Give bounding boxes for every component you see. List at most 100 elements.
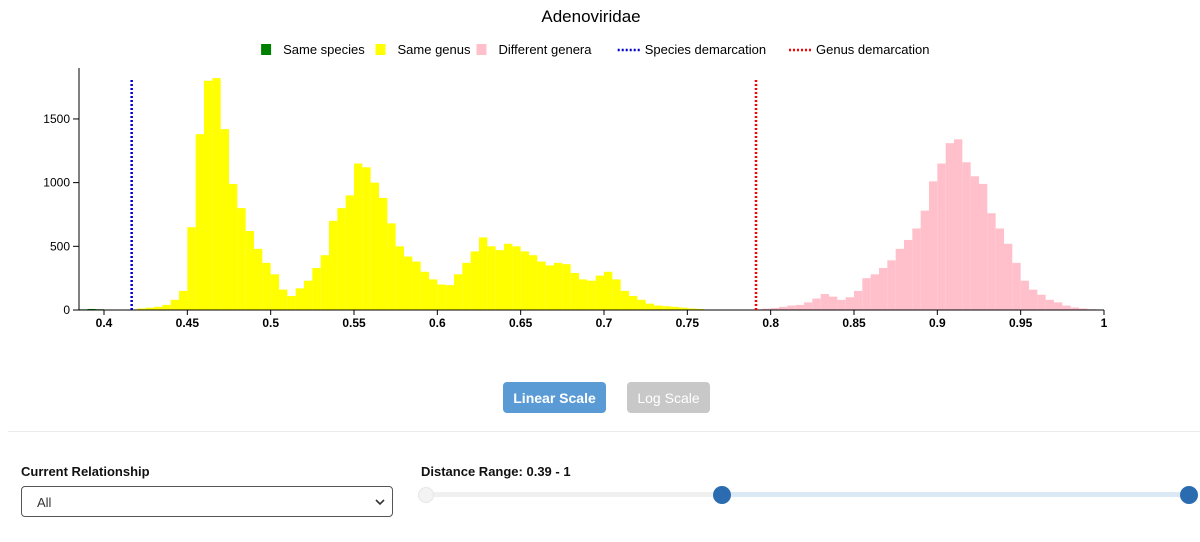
same-genus-bar [387, 223, 396, 310]
different-genera-bar [812, 298, 821, 310]
different-genera-bar [845, 297, 854, 310]
same-genus-bar [254, 248, 263, 310]
same-genus-bar [562, 264, 571, 310]
x-tick-label: 0.65 [509, 316, 533, 330]
same-genus-bar [695, 308, 704, 310]
legend-genus-demarcation-label: Genus demarcation [816, 42, 929, 57]
same-genus-bar [395, 246, 404, 310]
different-genera-bar [962, 162, 971, 310]
same-genus-bar [520, 251, 529, 310]
chart-bars [79, 78, 1104, 311]
different-genera-bar [870, 274, 879, 310]
different-genera-bar [995, 228, 1004, 310]
y-tick-label: 500 [50, 239, 70, 253]
different-genera-bar [887, 260, 896, 310]
different-genera-bar [820, 294, 829, 310]
different-genera-bar [779, 306, 788, 310]
same-genus-bar [237, 208, 246, 310]
relationship-select[interactable]: All [21, 486, 393, 517]
different-genera-bar [912, 228, 921, 310]
x-tick-label: 0.45 [176, 316, 200, 330]
same-genus-bar [220, 129, 229, 310]
same-genus-bar [187, 227, 196, 310]
legend-same-genus-swatch [375, 44, 386, 55]
same-genus-bar [362, 167, 371, 310]
chart-legend: Same species Same genus Different genera Sp… [261, 42, 929, 57]
log-scale-button[interactable]: Log Scale [627, 382, 710, 413]
same-genus-bar [204, 80, 213, 311]
same-genus-bar [454, 274, 463, 310]
x-tick-label: 0.6 [429, 316, 446, 330]
same-genus-bar [195, 134, 204, 310]
same-genus-bar [320, 255, 329, 310]
chevron-down-icon [375, 499, 385, 506]
same-genus-bar [370, 182, 379, 310]
range-min-handle[interactable] [713, 486, 731, 504]
same-genus-bar [404, 256, 413, 310]
x-tick-label: 0.95 [1009, 316, 1033, 330]
x-tick-label: 1 [1101, 316, 1108, 330]
same-genus-bar [270, 274, 279, 310]
x-tick-label: 0.9 [929, 316, 946, 330]
different-genera-bar [1054, 302, 1063, 310]
different-genera-bar [1062, 305, 1071, 310]
different-genera-bar [937, 163, 946, 310]
same-genus-bar [570, 273, 579, 310]
different-genera-bar [1070, 307, 1079, 310]
same-genus-bar [337, 208, 346, 310]
different-genera-bar [862, 278, 871, 310]
same-genus-bar [245, 231, 254, 310]
same-genus-bar [462, 262, 471, 310]
same-genus-bar [312, 267, 321, 310]
section-divider [8, 431, 1200, 432]
different-genera-bar [895, 248, 904, 310]
same-genus-bar [420, 271, 429, 310]
same-genus-bar [495, 250, 504, 310]
different-genera-bar [954, 139, 963, 310]
y-tick-label: 1000 [43, 176, 70, 190]
same-genus-bar [687, 308, 696, 310]
same-genus-bar [595, 275, 604, 310]
x-tick-label: 0.85 [842, 316, 866, 330]
same-genus-bar [287, 295, 296, 310]
same-genus-bar [637, 299, 646, 310]
different-genera-bar [929, 181, 938, 310]
same-genus-bar [145, 307, 154, 310]
x-tick-label: 0.5 [262, 316, 279, 330]
linear-scale-button[interactable]: Linear Scale [503, 382, 606, 413]
different-genera-bar [920, 210, 929, 310]
same-genus-bar [412, 261, 421, 310]
relationship-select-value: All [37, 495, 52, 510]
same-genus-bar [587, 280, 596, 310]
chart-title: Adenoviridae [541, 7, 640, 26]
same-genus-bar [537, 261, 546, 310]
legend-different-genera-label: Different genera [499, 42, 593, 57]
same-genus-bar [279, 289, 288, 310]
slider-start-marker [418, 487, 434, 503]
different-genera-bar [787, 305, 796, 310]
legend-different-genera-swatch [476, 44, 487, 55]
same-genus-bar [545, 265, 554, 310]
different-genera-bar [1045, 299, 1054, 310]
distance-range-label: Distance Range: 0.39 - 1 [421, 464, 571, 479]
different-genera-bar [829, 296, 838, 310]
same-genus-bar [470, 251, 479, 310]
same-genus-bar [329, 220, 338, 310]
same-genus-bar [137, 308, 146, 310]
same-genus-bar [504, 243, 513, 310]
different-genera-bar [1004, 243, 1013, 310]
same-genus-bar [379, 197, 388, 310]
same-genus-bar [554, 262, 563, 310]
x-tick-label: 0.75 [676, 316, 700, 330]
different-genera-bar [970, 176, 979, 310]
same-species-bar [87, 308, 96, 310]
different-genera-bar [1029, 289, 1038, 310]
different-genera-bar [854, 290, 863, 310]
y-tick-label: 1500 [43, 112, 70, 126]
same-genus-bar [179, 290, 188, 310]
same-genus-bar [445, 285, 454, 310]
legend-species-demarcation-label: Species demarcation [645, 42, 766, 57]
different-genera-bar [1079, 308, 1088, 310]
range-max-handle[interactable] [1180, 486, 1198, 504]
legend-same-species-swatch [261, 44, 272, 55]
